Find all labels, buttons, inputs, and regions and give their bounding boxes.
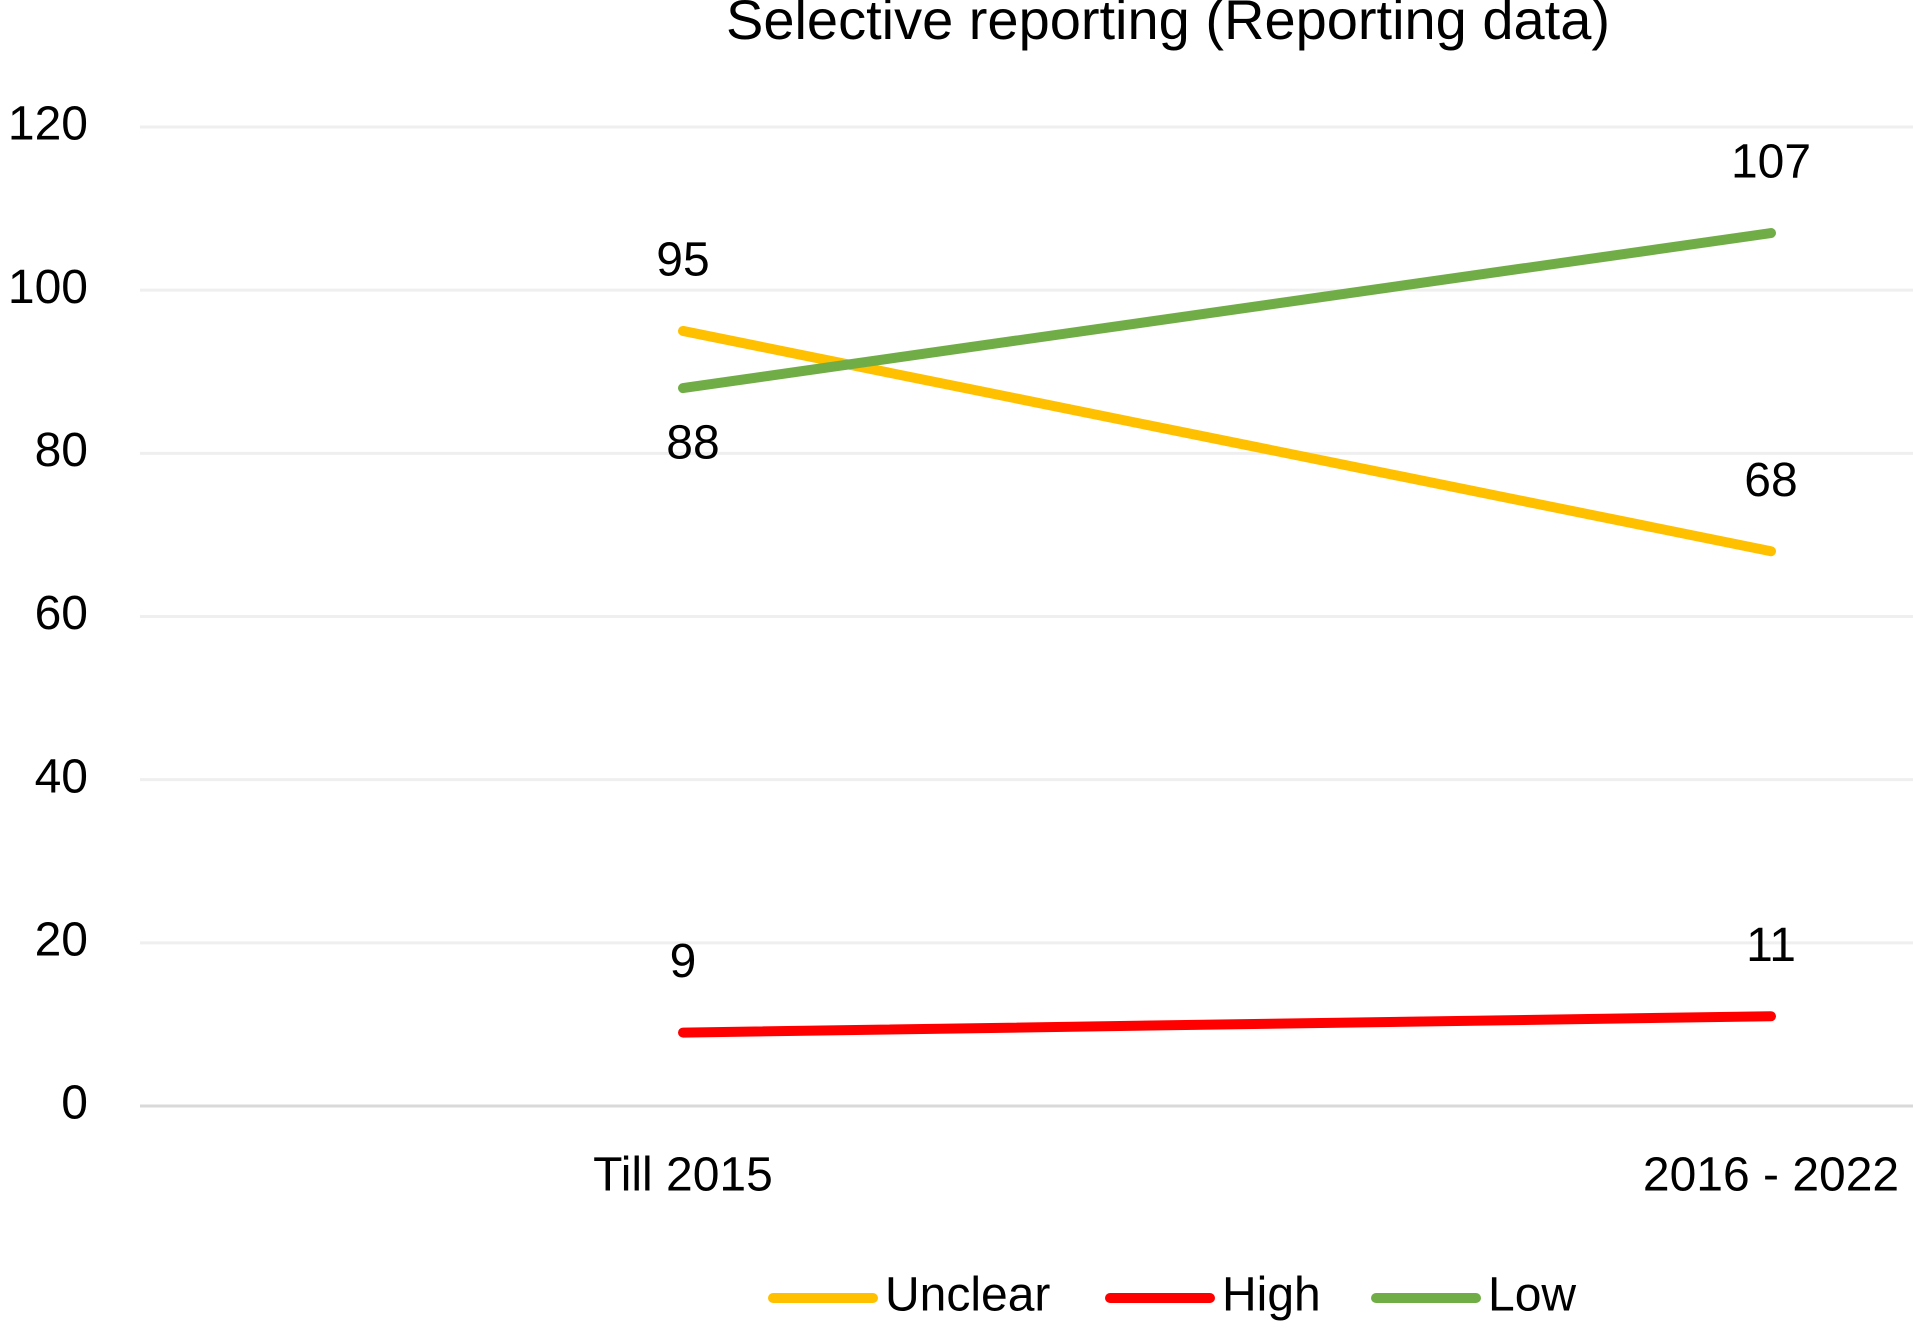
data-label: 68	[1744, 454, 1797, 507]
y-tick-label: 60	[35, 587, 88, 640]
y-tick-label: 0	[61, 1077, 88, 1130]
series-line	[678, 1011, 1776, 1038]
series-line	[678, 325, 1776, 557]
data-label: 11	[1746, 919, 1796, 972]
series-line	[678, 228, 1776, 394]
data-label: 107	[1731, 136, 1811, 189]
x-tick-label: Till 2015	[593, 1149, 773, 1202]
y-tick-label: 100	[8, 261, 88, 314]
x-tick-label: 2016 - 2022	[1643, 1149, 1899, 1202]
legend-label: Low	[1488, 1269, 1576, 1322]
legend-label: Unclear	[885, 1269, 1050, 1322]
y-tick-label: 120	[8, 98, 88, 151]
y-tick-label: 20	[35, 914, 88, 967]
y-tick-label: 80	[35, 424, 88, 477]
data-label: 9	[670, 935, 697, 988]
data-label: 88	[666, 417, 719, 470]
data-label: 95	[656, 234, 709, 287]
legend-label: High	[1222, 1269, 1321, 1322]
y-tick-label: 40	[35, 750, 88, 803]
chart-title: Selective reporting (Reporting data)	[726, 0, 1610, 51]
